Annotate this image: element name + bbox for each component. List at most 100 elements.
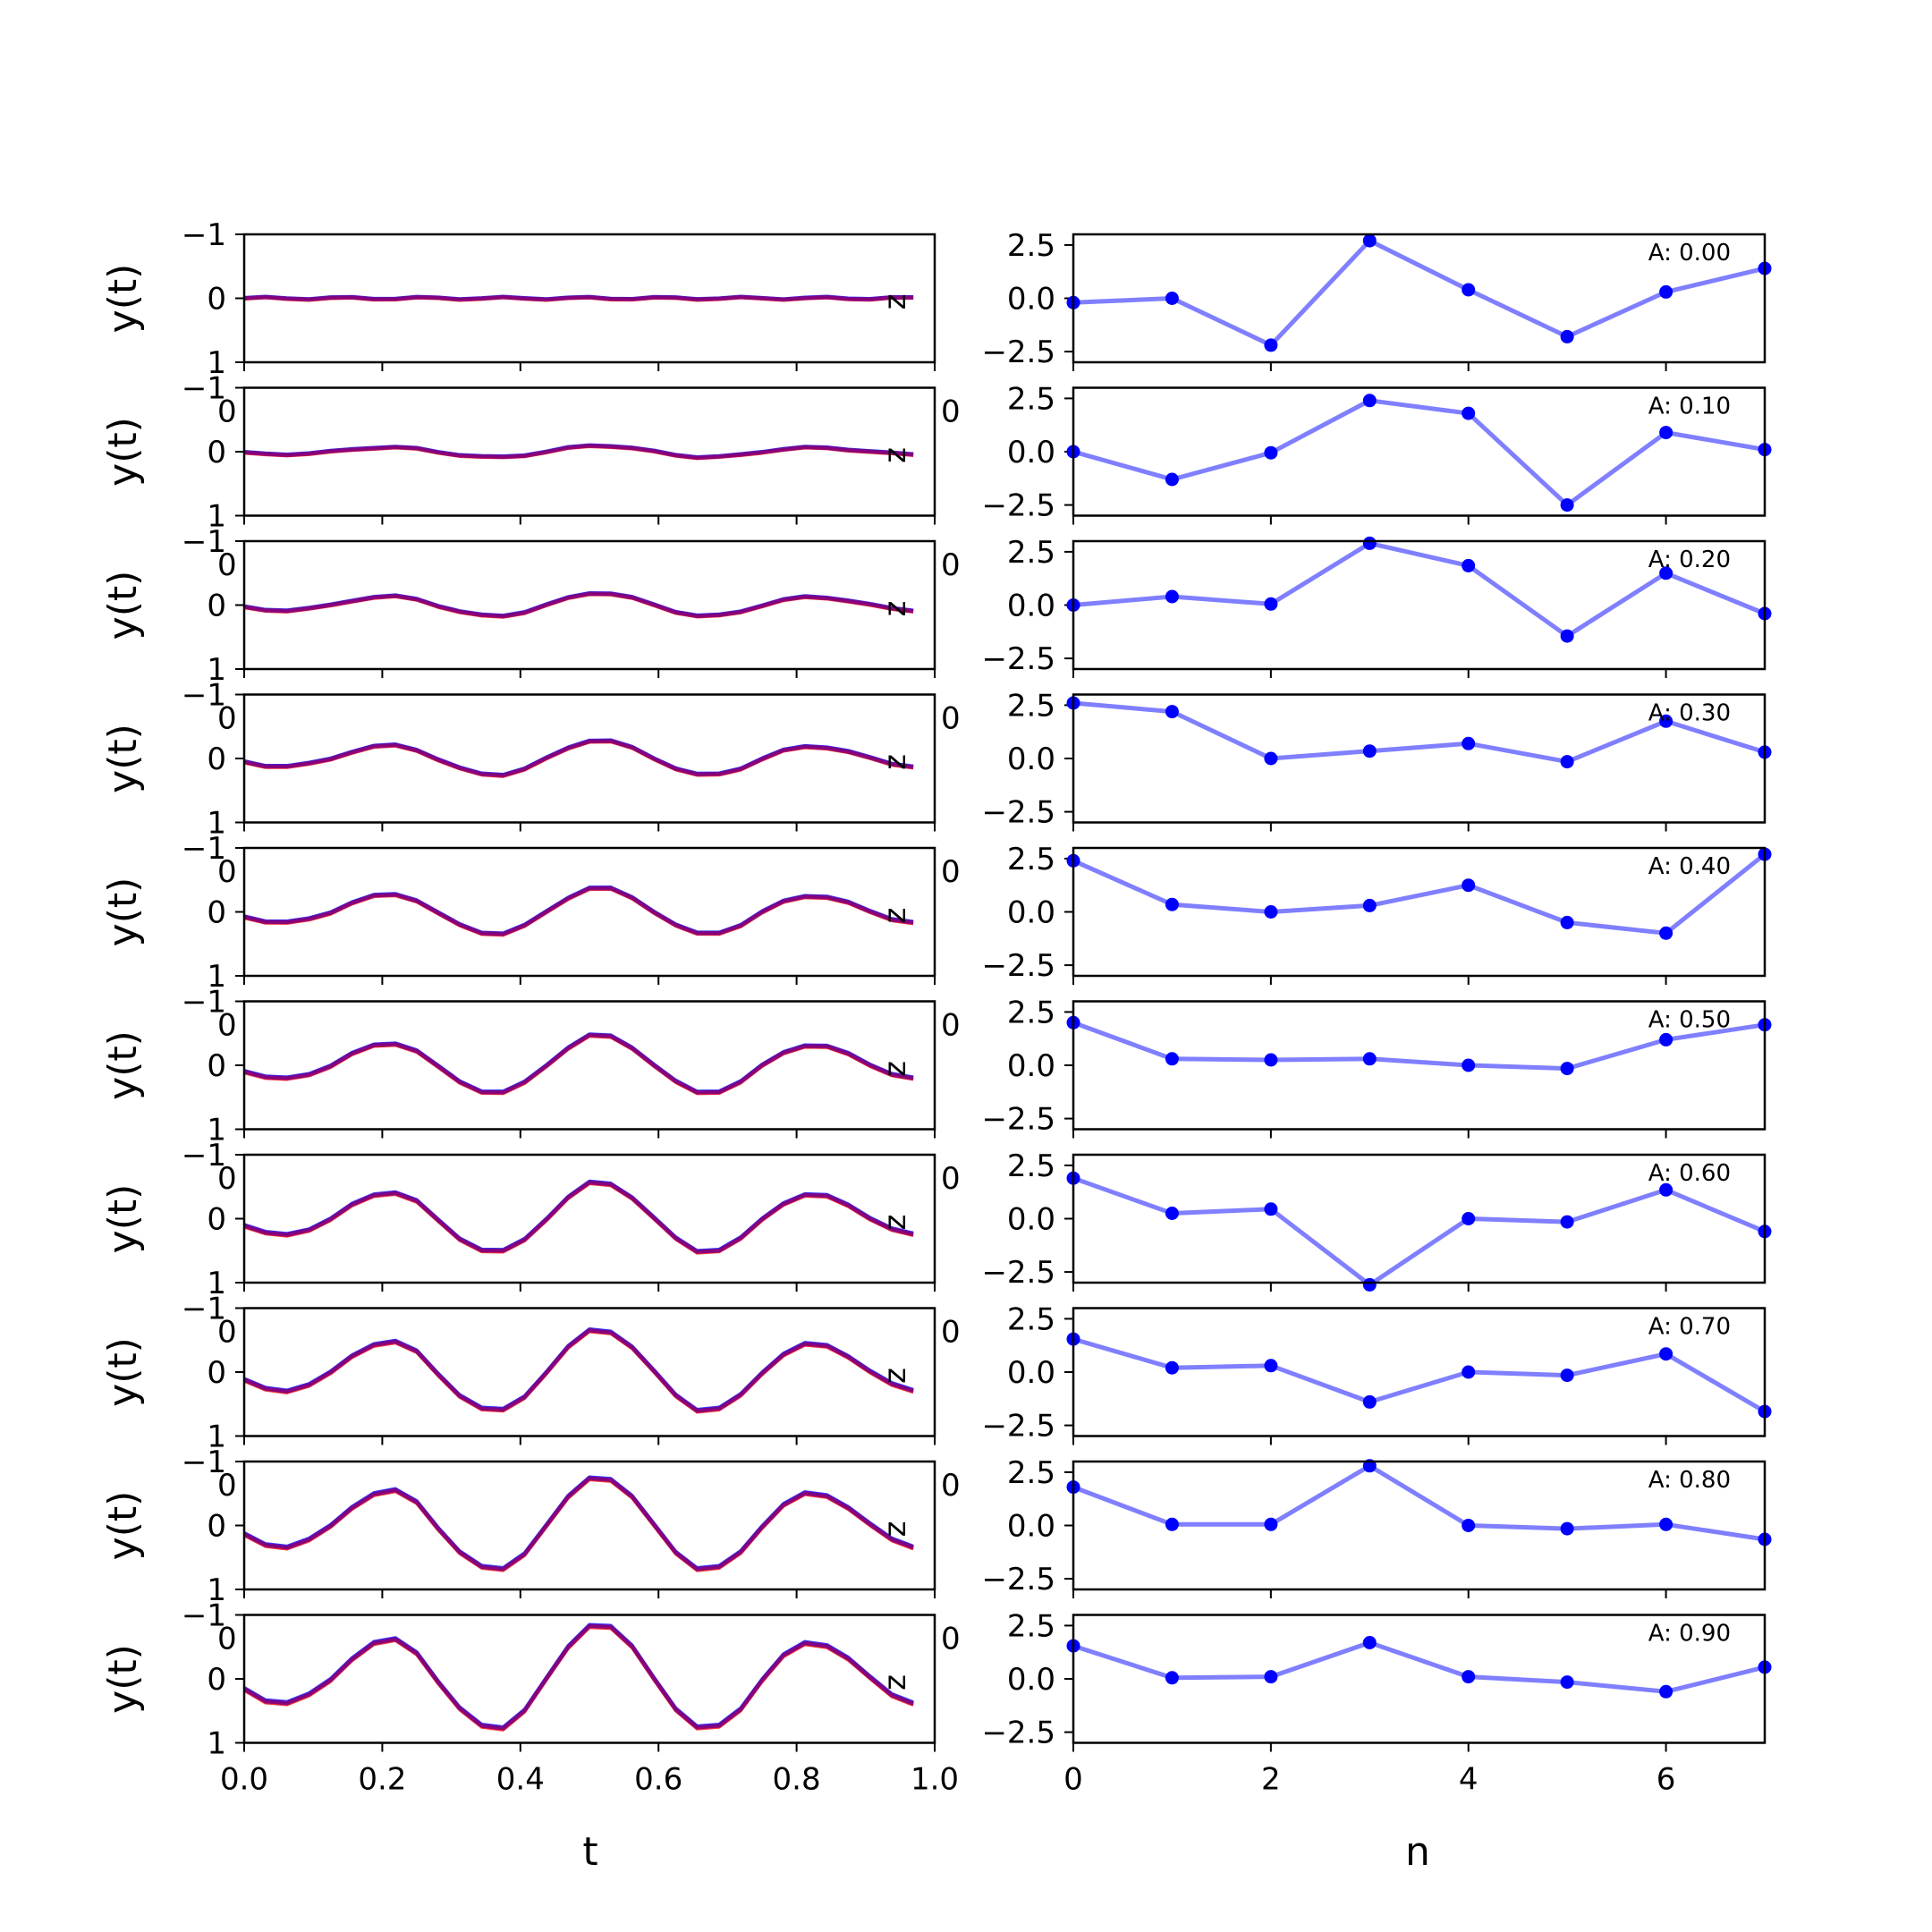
left-y-axis-label: y(t) — [100, 1644, 146, 1714]
left-panel-frame — [242, 846, 936, 978]
left-side-z-label: z — [877, 1674, 913, 1690]
right-panel-frame — [1072, 1000, 1767, 1131]
right-data-point — [1659, 926, 1674, 940]
left-side-z-label: z — [877, 1061, 913, 1077]
right-data-point — [1362, 394, 1377, 408]
right-data-point — [1165, 589, 1179, 604]
right-data-point — [1362, 1636, 1377, 1649]
right-series-line — [1072, 1640, 1766, 1694]
right-data-point — [1264, 1053, 1278, 1067]
right-data-point — [1462, 406, 1476, 420]
right-panel-8: 2.5 0.0 −2.5 0 A: 0.80 — [941, 1455, 1772, 1598]
left-overlap-tick-label: 0 — [217, 1315, 237, 1351]
left-panel-frame — [242, 386, 936, 517]
right-data-point — [1362, 1277, 1377, 1292]
right-ytick-label: 0.0 — [1007, 741, 1055, 777]
right-ytick-label: −2.5 — [981, 1562, 1055, 1597]
right-data-point — [1165, 472, 1179, 487]
left-panel-frame — [242, 1307, 936, 1437]
right-panel-frame — [1072, 846, 1767, 978]
left-series-line-2 — [243, 591, 914, 619]
right-ytick-label: 2.5 — [1007, 1148, 1055, 1184]
right-xtick-label: 4 — [1459, 1762, 1479, 1798]
right-data-point — [1560, 498, 1574, 513]
right-data-point — [1560, 1368, 1574, 1383]
right-data-point — [1462, 283, 1476, 297]
right-panel-9: 2.50.0−2.50 2 4 60 A: 0.90 — [941, 1608, 1772, 1798]
right-data-point — [1264, 1202, 1278, 1216]
right-data-point — [1264, 751, 1278, 766]
right-data-point — [1659, 426, 1674, 440]
right-data-point — [1165, 1671, 1179, 1685]
left-ytick-label: −1 — [182, 1598, 226, 1634]
left-series-line-2 — [243, 1032, 914, 1095]
left-ytick-label: 1 — [207, 1266, 226, 1301]
left-y-axis-label: y(t) — [100, 1337, 146, 1407]
right-ytick-label: 0.0 — [1007, 589, 1055, 624]
left-overlap-tick-label: 0 — [217, 1622, 237, 1657]
left-overlap-tick-label: 0 — [217, 1468, 237, 1504]
right-ytick-label: 0.0 — [1007, 282, 1055, 318]
right-ytick-label: 2.5 — [1007, 995, 1055, 1030]
left-y-axis-label: y(t) — [100, 417, 146, 487]
right-panel-frame — [1072, 539, 1767, 671]
left-overlap-tick-label: 0 — [217, 394, 237, 430]
right-data-point — [1659, 1517, 1674, 1531]
right-data-point — [1264, 1670, 1278, 1684]
left-ytick-label: −1 — [182, 524, 226, 560]
right-data-point — [1165, 1207, 1179, 1220]
right-data-point — [1462, 1519, 1476, 1532]
left-series-line-2 — [242, 1623, 914, 1731]
amplitude-annotation: A: 0.40 — [1648, 853, 1731, 880]
left-ytick-label: 0 — [207, 1355, 226, 1391]
left-ytick-label: −1 — [182, 831, 226, 867]
right-panel-frame — [1072, 1307, 1767, 1437]
right-ytick-label: 2.5 — [1007, 1608, 1055, 1644]
left-xtick-label: 0.2 — [358, 1762, 406, 1798]
right-data-point — [1659, 714, 1674, 728]
amplitude-annotation: A: 0.90 — [1648, 1621, 1731, 1648]
left-ytick-label: −1 — [182, 371, 226, 407]
right-overlap-tick-label: 0 — [941, 1622, 961, 1657]
left-side-z-label: z — [877, 1368, 913, 1384]
right-data-point — [1264, 338, 1278, 352]
left-panel-frame — [242, 539, 936, 671]
right-data-point — [1659, 566, 1674, 580]
right-ytick-label: 2.5 — [1007, 381, 1055, 417]
right-overlap-tick-label: 0 — [941, 394, 961, 430]
right-ytick-label: 0.0 — [1007, 1355, 1055, 1391]
right-ytick-label: 0.0 — [1007, 895, 1055, 931]
right-data-point — [1264, 1517, 1278, 1531]
left-ytick-label: 0 — [207, 895, 226, 931]
right-overlap-tick-label: 0 — [941, 854, 961, 890]
right-data-point — [1560, 1675, 1574, 1690]
right-data-point — [1165, 705, 1179, 719]
right-data-point — [1462, 558, 1476, 572]
left-overlap-tick-label: 0 — [217, 1008, 237, 1044]
left-ytick-label: 0 — [207, 435, 226, 470]
left-ytick-label: 0 — [207, 1202, 226, 1238]
amplitude-annotation: A: 0.60 — [1648, 1160, 1731, 1187]
right-ytick-label: −2.5 — [981, 1409, 1055, 1445]
right-ytick-label: 0.0 — [1007, 1202, 1055, 1238]
left-series-line-2 — [242, 1476, 914, 1572]
right-panel-frame — [1072, 1614, 1767, 1744]
right-series-line — [1072, 1175, 1766, 1287]
left-series-line-2 — [243, 1327, 914, 1413]
left-ytick-label: 1 — [207, 652, 226, 688]
right-xtick-label: 2 — [1261, 1762, 1281, 1798]
right-ytick-label: 0.0 — [1007, 1662, 1055, 1698]
left-side-z-label: z — [877, 754, 913, 770]
left-series-line-2 — [243, 294, 914, 302]
right-data-point — [1264, 445, 1278, 460]
right-overlap-tick-label: 0 — [941, 1161, 961, 1197]
left-ytick-label: 0 — [207, 1662, 226, 1698]
right-panel-frame — [1072, 693, 1767, 824]
right-ytick-label: 0.0 — [1007, 1509, 1055, 1545]
